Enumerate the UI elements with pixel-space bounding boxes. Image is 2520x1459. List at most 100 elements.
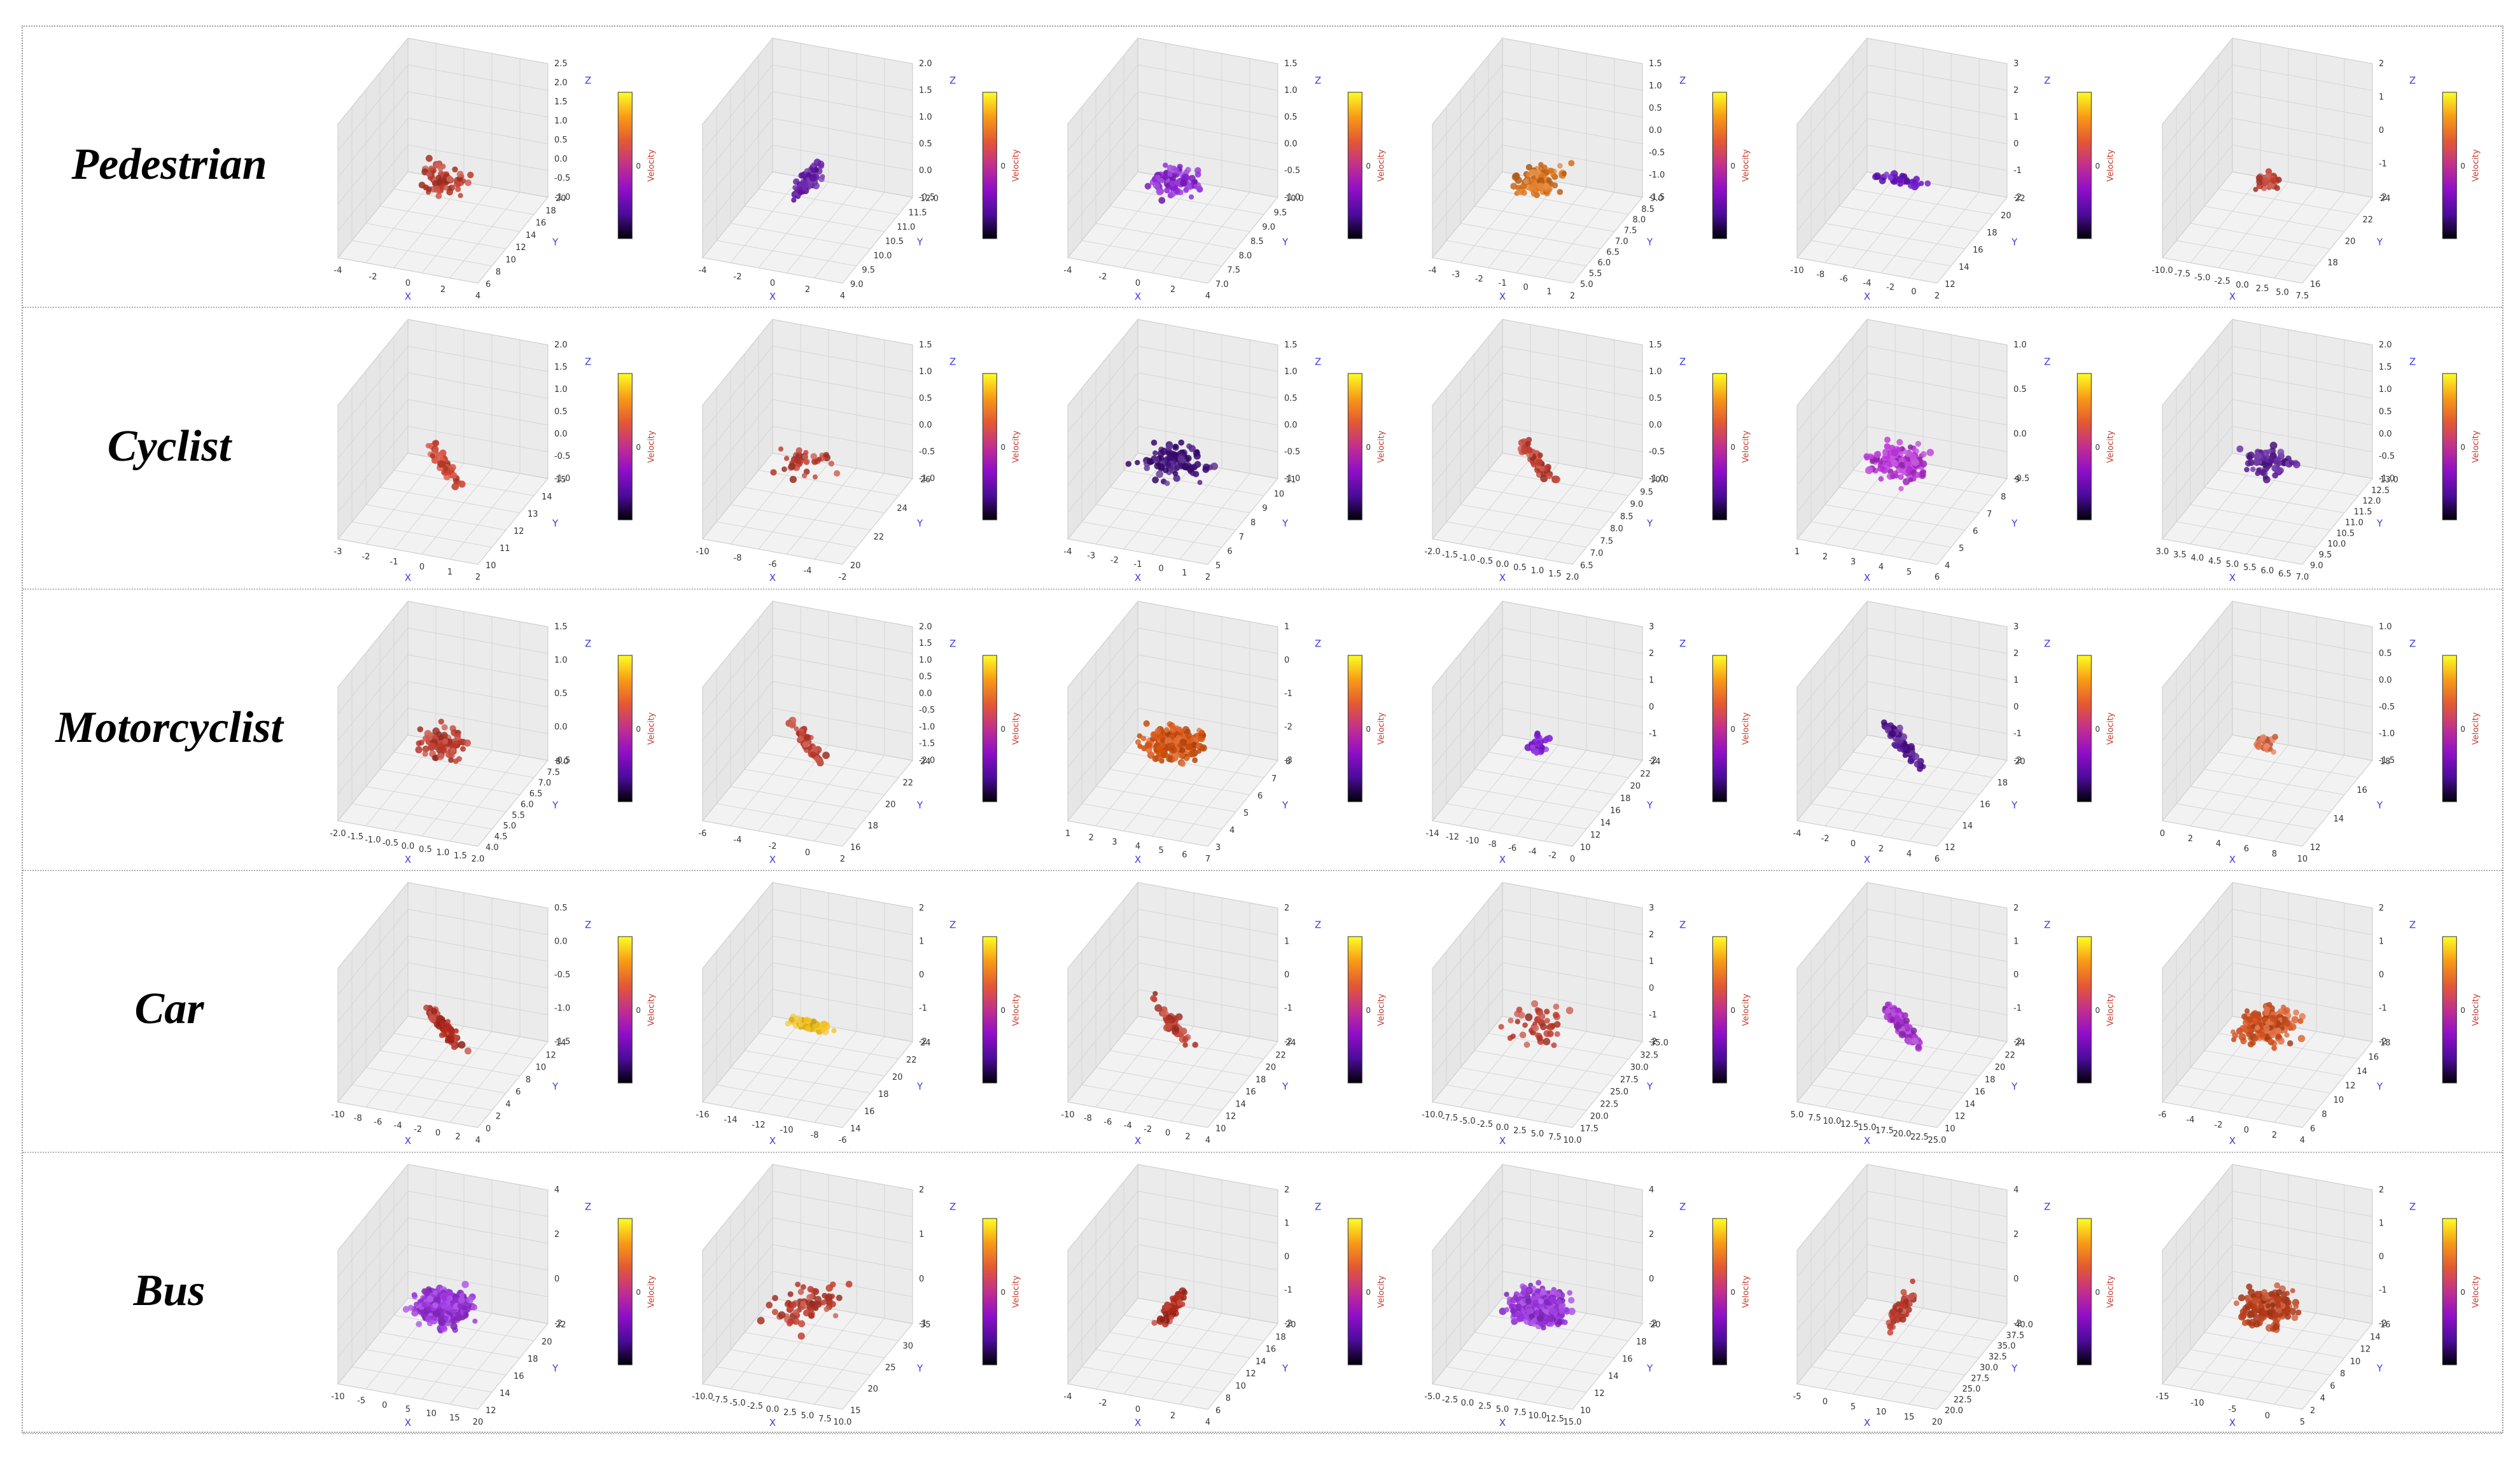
colorbar — [983, 655, 998, 802]
y-tick-label: 7.0 — [1590, 549, 1604, 559]
z-tick-label: 0.0 — [2379, 676, 2392, 685]
x-tick-label: 8 — [2272, 849, 2277, 859]
z-tick-label: 1.0 — [2379, 385, 2392, 394]
z-tick-label: -1.0 — [919, 474, 935, 484]
x-axis-label: X — [405, 854, 411, 865]
y-tick-label: 9.0 — [1262, 223, 1275, 232]
data-point — [1158, 197, 1165, 204]
scatter3d-pedestrian-1: -4-2024681012141618202.52.01.51.00.50.0-… — [334, 37, 656, 302]
y-tick-label: 18 — [1998, 779, 2008, 788]
data-point — [770, 469, 777, 476]
z-axis-label: Z — [949, 1201, 956, 1212]
z-tick-label: 1.5 — [919, 340, 932, 350]
colorbar — [2442, 92, 2457, 239]
y-tick-label: 13.0 — [2380, 475, 2398, 485]
z-tick-label: -2 — [2379, 1037, 2387, 1047]
colorbar-label: Velocity — [1012, 1275, 1021, 1308]
z-tick-label: 0 — [2013, 1274, 2019, 1284]
data-point — [1534, 1309, 1540, 1315]
gridline — [1502, 909, 1643, 935]
y-tick-label: 6.5 — [1606, 248, 1620, 257]
data-point — [1151, 477, 1159, 484]
data-point — [1568, 160, 1575, 167]
x-tick-label: -15 — [2155, 1392, 2169, 1402]
data-point — [436, 179, 443, 186]
data-point — [1541, 164, 1548, 171]
data-point — [441, 723, 448, 730]
gridline — [1137, 909, 1278, 935]
data-point — [416, 1320, 423, 1327]
axes-box — [2161, 600, 2373, 847]
y-tick-label: 9.0 — [1630, 500, 1644, 510]
x-axis-label: X — [1864, 572, 1870, 583]
data-point — [1562, 1319, 1568, 1325]
gridline — [393, 188, 535, 215]
z-tick-label: -2 — [2013, 1037, 2022, 1047]
gridline — [1432, 144, 1503, 232]
y-tick-label: 16 — [1975, 1087, 1985, 1097]
axis-pane — [1796, 600, 1868, 822]
data-point — [788, 463, 796, 470]
gridline — [2232, 118, 2372, 144]
z-tick-label: 4 — [2013, 1185, 2019, 1195]
gridline — [2218, 181, 2289, 269]
gridline — [786, 186, 857, 274]
z-tick-label: 0.0 — [1284, 139, 1298, 149]
x-tick-label: -2 — [362, 552, 370, 562]
data-point — [2272, 1311, 2279, 1318]
gridline — [1081, 803, 1222, 830]
gridline — [1796, 708, 1868, 795]
y-tick-label: 8 — [1225, 1393, 1230, 1403]
z-tick-label: 0.5 — [554, 136, 568, 145]
z-tick-label: 2 — [1284, 1185, 1289, 1195]
x-axis-label: X — [1864, 1135, 1870, 1147]
x-tick-label: -5.0 — [2194, 273, 2210, 283]
x-tick-label: 12.5 — [1546, 1414, 1564, 1424]
axes-box — [1067, 600, 1278, 847]
axis-pane — [1067, 318, 1138, 541]
data-point — [1550, 1023, 1556, 1029]
gridline — [1825, 1349, 1966, 1376]
data-point — [1884, 1013, 1891, 1021]
data-point — [1898, 486, 1904, 492]
x-tick-label: -0.5 — [382, 839, 398, 848]
gridline — [1502, 708, 1643, 734]
data-point — [458, 480, 466, 488]
data-point — [1873, 451, 1882, 459]
data-point — [1519, 1031, 1527, 1039]
x-tick-label: 4 — [1135, 842, 1140, 851]
colorbar — [1712, 92, 1727, 239]
data-point — [2286, 1299, 2292, 1305]
y-tick-label: 8.5 — [1641, 205, 1655, 214]
data-point — [794, 457, 802, 464]
y-tick-label: 14 — [500, 1389, 510, 1399]
colorbar-label: Velocity — [2106, 993, 2116, 1026]
data-point — [425, 155, 433, 162]
gridline — [421, 468, 493, 555]
z-tick-label: 2 — [1649, 1230, 1654, 1239]
z-tick-label: 2.0 — [919, 59, 932, 69]
z-tick-label: 0.5 — [1284, 394, 1298, 403]
y-tick-label: 6.5 — [529, 789, 543, 799]
gridline — [337, 1190, 409, 1277]
z-tick-label: -0.5 — [1649, 447, 1665, 457]
colorbar — [1347, 655, 1362, 802]
y-tick-label: 6.5 — [1580, 561, 1593, 571]
gridline — [1502, 989, 1643, 1016]
z-tick-label: -2 — [2013, 1319, 2022, 1329]
y-tick-label: 2 — [2310, 1406, 2315, 1416]
scatter3d-pedestrian-2: -4-20249.09.510.010.511.011.512.02.01.51… — [699, 37, 1021, 302]
gridline — [1474, 769, 1615, 795]
gridline — [1137, 989, 1278, 1016]
axis-pane — [1067, 37, 1138, 259]
colorbar-label: Velocity — [2471, 1275, 2481, 1308]
z-tick-label: -1 — [1284, 1004, 1292, 1014]
gridline — [1502, 118, 1643, 144]
data-point — [1544, 1017, 1550, 1024]
data-point — [1184, 755, 1189, 762]
data-point — [2275, 1288, 2282, 1295]
colorbar-tick-label: 0 — [1366, 443, 1371, 452]
gridline — [773, 346, 913, 372]
gridline — [337, 935, 409, 1023]
x-tick-label: -8 — [811, 1131, 819, 1140]
